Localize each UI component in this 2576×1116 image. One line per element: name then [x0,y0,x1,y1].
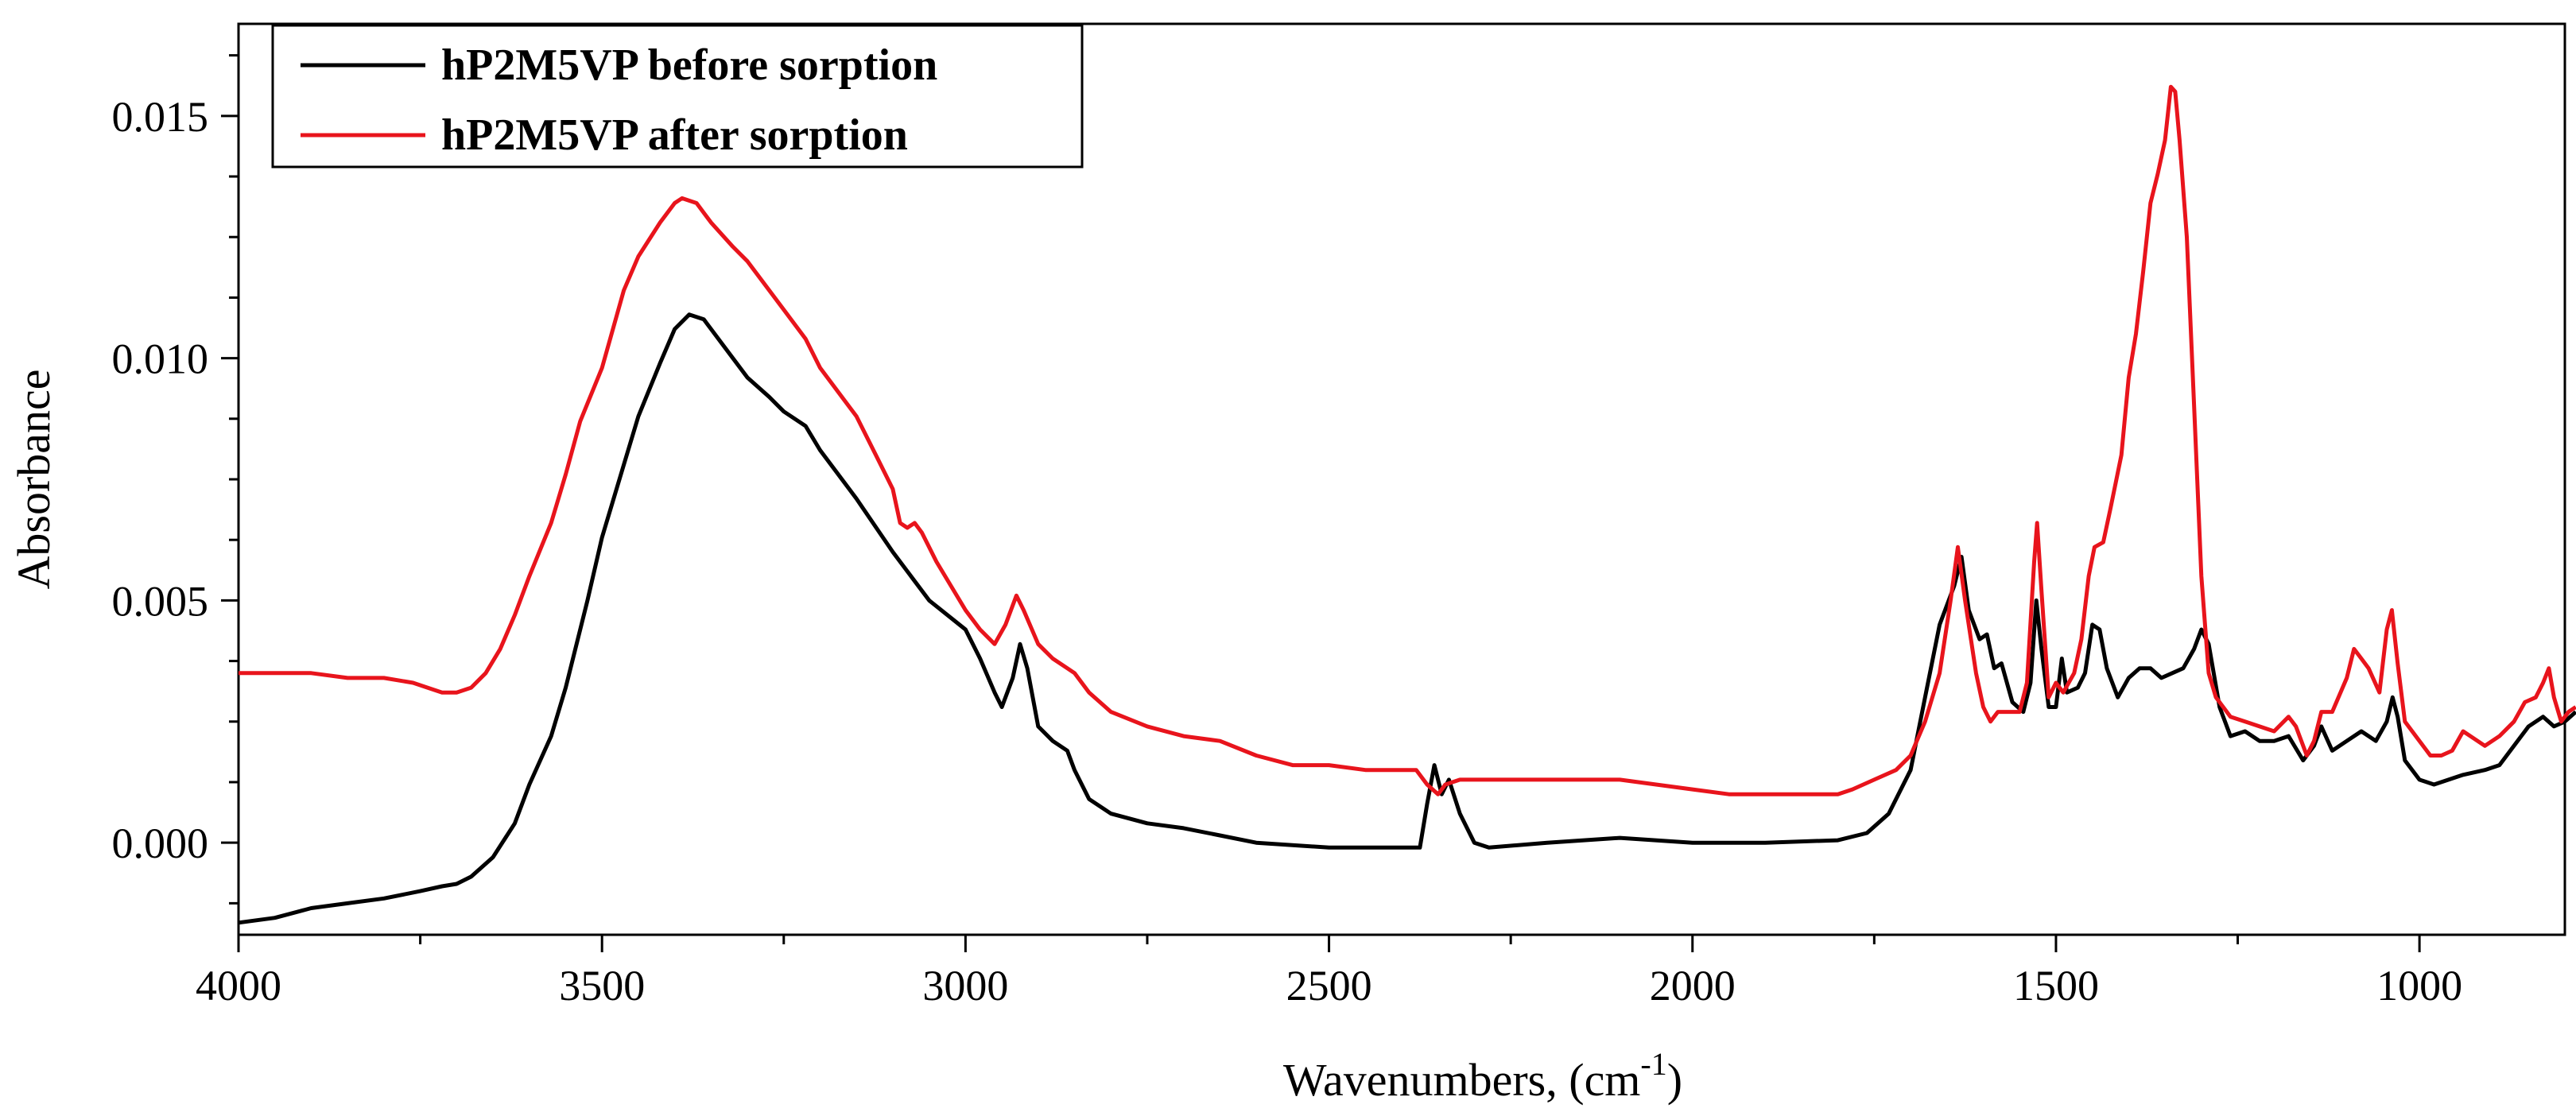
y-tick-label: 0.000 [112,820,209,867]
legend: hP2M5VP before sorption hP2M5VP after so… [271,24,1084,169]
y-axis-ticks: 0.000 0.005 0.010 0.015 [112,54,239,905]
legend-label-before: hP2M5VP before sorption [441,41,937,90]
x-tick-label: 3000 [922,962,1008,1009]
x-axis-ticks: 4000 3500 3000 2500 2000 1500 1000 [196,935,2462,1009]
x-axis-label-superscript: -1 [1640,1046,1666,1082]
x-axis-label: Wavenumbers, (cm-1) [1283,1046,1682,1106]
y-tick-label: 0.005 [112,577,209,625]
series-line-1 [239,84,2576,796]
series-layer [238,84,2576,925]
x-tick-label: 4000 [196,962,281,1009]
plot-area [237,22,2566,936]
x-tick-label: 1000 [2376,962,2462,1009]
legend-label-after: hP2M5VP after sorption [441,110,908,160]
x-axis-label-main: Wavenumbers, (cm [1283,1054,1641,1106]
y-tick-label: 0.015 [112,93,209,141]
x-tick-label: 3500 [559,962,645,1009]
x-tick-label: 2000 [1650,962,1736,1009]
x-tick-label: 1500 [2013,962,2099,1009]
y-tick-label: 0.010 [112,335,209,383]
y-axis-label: Absorbance [8,369,60,589]
x-axis-label-close: ) [1667,1054,1682,1106]
x-tick-label: 2500 [1286,962,1372,1009]
legend-box [271,24,1084,169]
